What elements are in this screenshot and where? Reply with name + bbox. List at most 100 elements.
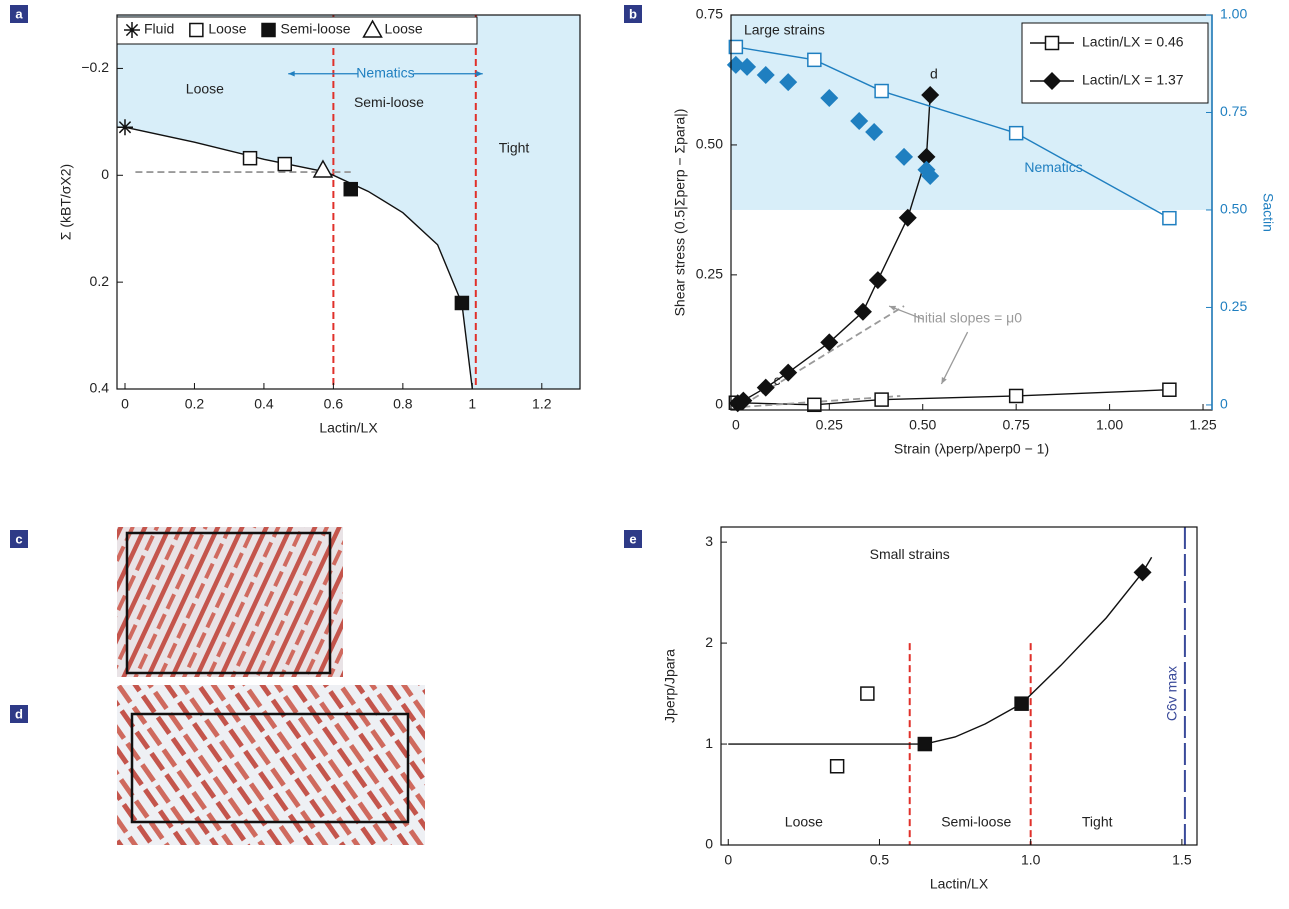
legend-marker xyxy=(1043,72,1061,90)
x-tick-label: 0 xyxy=(121,396,129,412)
marker-diamond xyxy=(850,112,869,131)
series-line xyxy=(742,305,905,406)
y-tick-label: 0 xyxy=(715,396,723,412)
legend-label: Semi-loose xyxy=(281,21,351,37)
marker-diamond xyxy=(820,333,839,352)
y-axis-label: Shear stress (0.5|Σperp − Σpara|) xyxy=(672,109,688,317)
x-tick-label: 0.2 xyxy=(185,396,205,412)
y2-tick-label: 1.00 xyxy=(1220,6,1247,22)
y-axis-label: Jperp/Jpara xyxy=(662,649,678,723)
x-axis-label: Strain (λperp/λperp0 − 1) xyxy=(894,441,1049,457)
panel-label-box xyxy=(624,5,642,23)
annotation: Nematics xyxy=(1024,159,1082,175)
annotation: Nematics xyxy=(356,64,414,80)
marker-square xyxy=(917,736,933,752)
legend-label: Lactin/LX = 0.46 xyxy=(1082,34,1184,50)
marker-square xyxy=(860,686,875,701)
marker-diamond xyxy=(756,66,775,85)
marker-square xyxy=(728,39,744,55)
legend-label: Loose xyxy=(385,21,423,37)
snapshot-c-frame xyxy=(125,531,332,675)
marker-square xyxy=(242,150,258,166)
panel-label-box xyxy=(624,530,642,548)
series-line xyxy=(737,94,931,404)
snapshot-d-frame xyxy=(130,712,410,824)
marker-diamond xyxy=(868,271,887,290)
marker-square xyxy=(1014,696,1029,711)
arrow-head xyxy=(889,305,897,311)
panel-label: c xyxy=(15,531,22,546)
x-tick-label: 0.50 xyxy=(909,417,936,433)
marker-square xyxy=(1162,382,1177,397)
series-line xyxy=(728,556,1153,745)
series-line xyxy=(124,126,474,389)
panel-label: e xyxy=(629,531,636,546)
y-tick-label: 0.2 xyxy=(90,273,110,289)
annotation: Semi-loose xyxy=(354,94,424,110)
plot-area xyxy=(117,15,580,389)
legend-marker xyxy=(189,22,204,38)
annotation: C6v max xyxy=(1164,666,1180,721)
marker-diamond xyxy=(756,378,775,397)
legend-label: Fluid xyxy=(144,21,174,37)
x-tick-label: 0.5 xyxy=(870,852,890,868)
y-tick-label: 0.50 xyxy=(696,136,723,152)
legend-box xyxy=(116,16,478,45)
x-tick-label: 1 xyxy=(468,396,476,412)
marker-diamond xyxy=(779,73,798,92)
annotation: Loose xyxy=(186,81,224,97)
x-tick-label: 0.4 xyxy=(254,396,274,412)
plot-frame xyxy=(720,526,1198,846)
annotation: Large strains xyxy=(744,21,825,37)
marker-diamond xyxy=(921,86,940,105)
marker-diamond xyxy=(738,57,757,76)
legend-marker xyxy=(124,22,140,38)
marker-square xyxy=(1162,210,1177,226)
y-tick-label: 1 xyxy=(705,735,713,751)
y-axis-label: Σ (kBT/σX2) xyxy=(58,164,74,240)
marker-diamond xyxy=(779,363,798,382)
marker-triangle xyxy=(312,159,334,178)
marker-diamond xyxy=(865,122,884,141)
legend-marker xyxy=(1044,35,1060,51)
arrow xyxy=(940,331,969,385)
arrow-head xyxy=(288,71,295,77)
panel-label-box xyxy=(10,5,28,23)
x-tick-label: 0.6 xyxy=(324,396,344,412)
y-tick-label: 0 xyxy=(101,166,109,182)
x-tick-label: 0.8 xyxy=(393,396,413,412)
marker-square xyxy=(454,295,470,311)
marker-asterisk xyxy=(116,119,133,136)
shade-clear xyxy=(117,127,473,389)
annotation: d xyxy=(930,65,938,81)
panel-label: d xyxy=(15,706,23,721)
annotation: Semi-loose xyxy=(941,813,1011,829)
legend-marker xyxy=(261,22,276,38)
x-tick-label: 1.2 xyxy=(532,396,552,412)
annotation: Small strains xyxy=(870,546,950,562)
annotation: Tight xyxy=(499,139,530,155)
y2-tick-label: 0.75 xyxy=(1220,103,1247,119)
marker-diamond xyxy=(895,147,914,166)
plot-frame xyxy=(116,14,581,390)
marker-square xyxy=(874,392,889,407)
annotation: Initial slopes = μ0 xyxy=(913,310,1022,326)
arrow-head xyxy=(941,377,947,385)
arrow-head xyxy=(476,71,483,77)
x-tick-label: 0 xyxy=(724,852,732,868)
marker-diamond xyxy=(1133,563,1152,582)
legend-label: Loose xyxy=(208,21,246,37)
y2-tick-label: 0 xyxy=(1220,396,1228,412)
legend-marker xyxy=(362,19,383,38)
x-tick-label: 1.00 xyxy=(1096,417,1123,433)
panel-label: b xyxy=(629,6,637,21)
marker-square xyxy=(277,156,293,172)
annotation: c xyxy=(773,372,780,388)
panel-label: a xyxy=(15,6,23,21)
y2-tick-label: 0.50 xyxy=(1220,201,1247,217)
marker-square xyxy=(343,181,359,197)
x-tick-label: 1.25 xyxy=(1189,417,1216,433)
x-axis-label: Lactin/LX xyxy=(319,420,378,436)
y-tick-label: 0.25 xyxy=(696,266,723,282)
